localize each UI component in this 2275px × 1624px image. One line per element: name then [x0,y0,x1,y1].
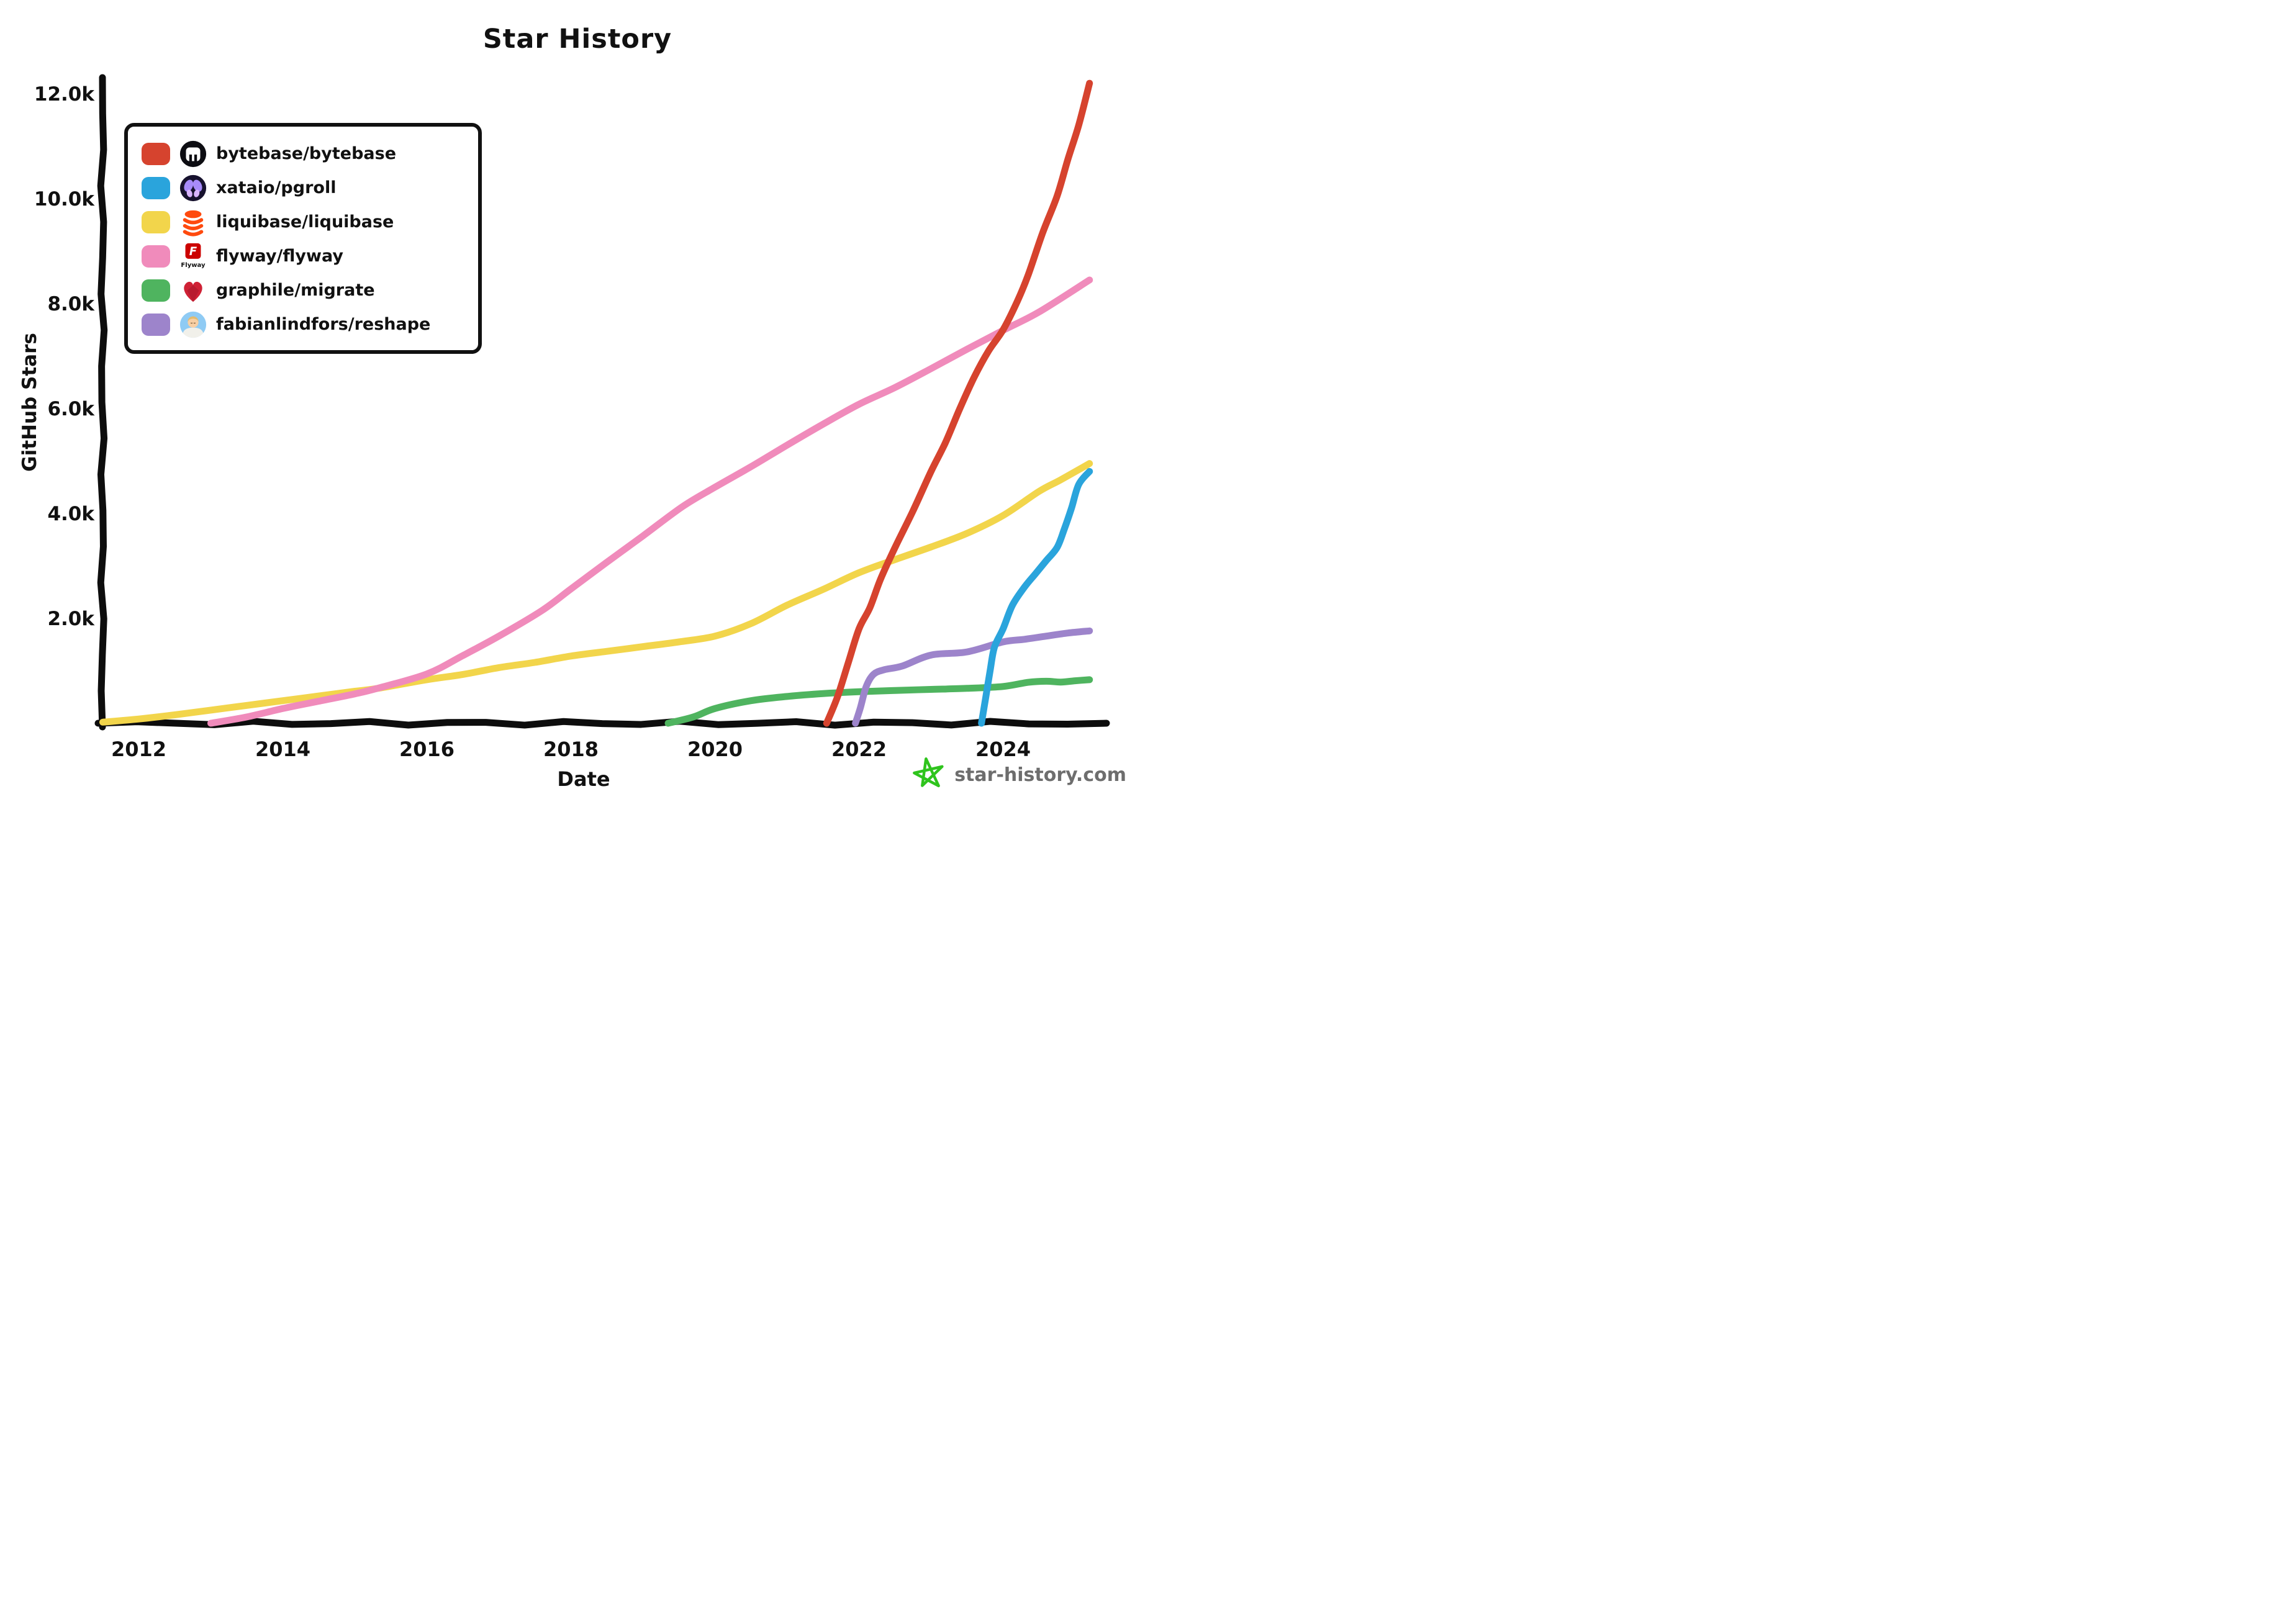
xata-butterfly-avatar [179,174,207,201]
star-doodle-icon [913,757,944,788]
x-tick-label: 2022 [831,738,887,761]
y-tick-label: 8.0k [47,293,95,315]
legend-repo-label: bytebase/bytebase [216,144,397,163]
legend-item-fabianlindfors[interactable]: fabianlindfors/reshape [142,307,472,341]
legend-item-bytebase[interactable]: bytebase/bytebase [142,137,472,171]
legend-repo-label: graphile/migrate [216,281,375,300]
y-axis-title: GitHub Stars [19,333,41,472]
svg-text:Flyway: Flyway [181,262,206,269]
chart-title: Star History [482,24,672,55]
x-tick-label: 2014 [255,738,310,761]
watermark-site-text: star-history.com [954,764,1126,786]
person-avatar [179,310,207,339]
series-line-liquibase-liquibase [99,460,1093,726]
legend-item-flyway[interactable]: F Flyway flyway/flyway [142,239,472,273]
legend-item-graphile[interactable]: graphile/migrate [142,273,472,307]
y-tick-label: 12.0k [34,83,95,106]
legend-color-swatch [142,142,170,165]
x-tick-label: 2012 [111,738,166,761]
star-history-chart: Star History 12.0k 10.0k 8.0k 6.0k 4.0k 2.0k 2… [0,0,1138,812]
x-tick-label: 2020 [687,738,743,761]
y-tick-label: 10.0k [34,188,95,210]
person-avatar [179,311,207,338]
bytebase-avatar [179,140,207,168]
y-axis-line [97,74,108,731]
flyway-avatar: F Flyway [179,242,207,271]
y-tick-label: 2.0k [47,608,95,630]
graphile-heart-avatar [179,276,207,305]
legend-color-swatch [142,210,170,233]
liquibase-avatar [183,210,204,237]
series-line-bytebase-bytebase [823,79,1093,727]
watermark: star-history.com [910,756,1126,793]
flyway-avatar: F Flyway [181,243,206,269]
legend-repo-label: xataio/pgroll [216,178,337,197]
legend-repo-label: liquibase/liquibase [216,212,394,232]
series-line-fabianlindfors-reshape [852,627,1093,727]
series-line-graphile-migrate [664,676,1093,727]
legend-item-xataio[interactable]: xataio/pgroll [142,171,472,205]
liquibase-avatar [179,208,207,237]
legend-color-swatch [142,313,170,336]
plot-area: 12.0k 10.0k 8.0k 6.0k 4.0k 2.0k 2012 2014 2016 20… [34,74,1110,761]
graphile-heart-avatar [184,281,202,302]
xata-butterfly-avatar [179,174,207,202]
y-tick-label: 4.0k [47,503,95,525]
legend-repo-label: flyway/flyway [216,246,343,266]
x-tick-label: 2018 [543,738,599,761]
series-line-flyway-flyway [207,276,1093,727]
svg-text:F: F [189,245,197,258]
legend-color-swatch [142,245,170,268]
legend: bytebase/bytebase xataio/pgroll liquibas… [124,123,482,354]
x-tick-label: 2024 [975,738,1031,761]
legend-repo-label: fabianlindfors/reshape [216,315,431,334]
y-tick-label: 6.0k [47,398,95,420]
legend-color-swatch [142,279,170,302]
x-axis-line [94,718,1110,729]
legend-item-liquibase[interactable]: liquibase/liquibase [142,205,472,239]
x-tick-label: 2016 [399,738,455,761]
series-line-xataio-pgroll [978,467,1093,727]
x-axis-title: Date [557,767,610,791]
bytebase-avatar [179,140,207,167]
legend-color-swatch [142,176,170,199]
